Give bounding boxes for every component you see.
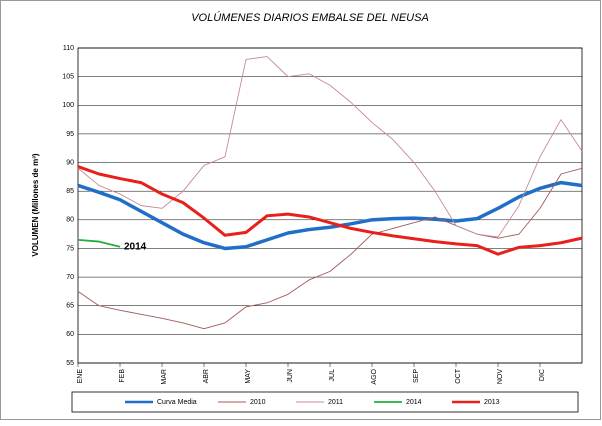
x-tick-label: JUN [287, 369, 294, 383]
y-tick-label: 80 [66, 217, 74, 224]
y-tick-label: 105 [62, 73, 74, 80]
y-tick-label: 100 [62, 102, 74, 109]
legend-label: 2010 [250, 399, 266, 406]
series-line [77, 180, 583, 251]
y-tick-label: 85 [66, 188, 74, 195]
series-line [77, 167, 583, 330]
x-tick-label: ENE [77, 369, 84, 384]
y-axis-label: VOLUMEN (Millones de m³) [31, 153, 40, 256]
legend-box [71, 391, 579, 413]
annotation: 2014 [124, 241, 147, 252]
y-tick-label: 70 [66, 274, 74, 281]
x-tick-label: FEB [119, 369, 126, 383]
x-tick-label: AGO [371, 368, 378, 384]
x-tick-label: OCT [455, 368, 462, 384]
y-tick-label: 55 [66, 360, 74, 367]
y-tick-label: 65 [66, 303, 74, 310]
series-line [77, 165, 583, 256]
y-tick-label: 75 [66, 245, 74, 252]
x-tick-label: MAY [245, 369, 252, 384]
x-tick-label: ABR [203, 369, 210, 383]
x-tick-label: SEP [413, 369, 420, 383]
y-tick-label: 95 [66, 131, 74, 138]
series-line [77, 56, 583, 238]
y-tick-label: 90 [66, 159, 74, 166]
x-tick-label: NOV [497, 369, 504, 385]
y-tick-label: 60 [66, 331, 74, 338]
x-tick-label: DIC [539, 369, 546, 381]
chart-title: VOLÚMENES DIARIOS EMBALSE DEL NEUSA [191, 11, 429, 24]
legend-label: Curva Media [157, 399, 197, 406]
x-tick-label: MAR [161, 369, 168, 385]
plot-border [77, 47, 583, 364]
legend-label: 2011 [328, 399, 343, 406]
legend-label: 2014 [406, 399, 422, 406]
legend-label: 2013 [484, 399, 500, 406]
y-tick-label: 110 [63, 45, 74, 52]
series-line [77, 238, 121, 248]
x-tick-label: JUL [329, 369, 336, 382]
